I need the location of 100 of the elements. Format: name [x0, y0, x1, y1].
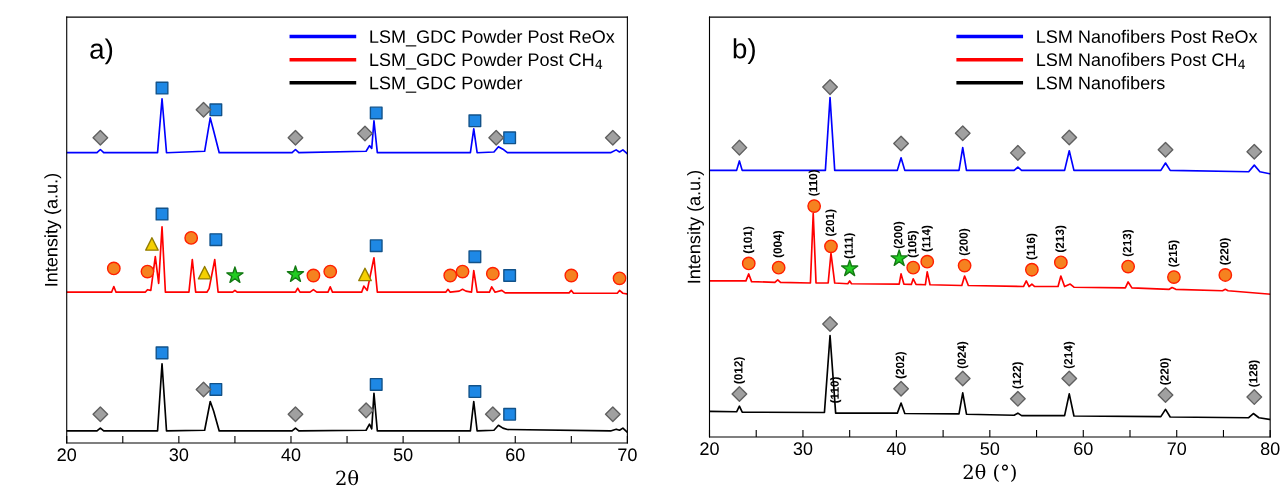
point: [612, 271, 627, 286]
point: [106, 261, 121, 276]
legend-label: LSM Nanofibers Post ReOx: [1037, 29, 1258, 44]
annotation: (122): [1012, 362, 1024, 389]
point: [893, 135, 910, 152]
point: [1009, 390, 1026, 407]
point: [209, 382, 223, 396]
point: [893, 380, 910, 397]
point: [822, 79, 839, 96]
point: [468, 250, 482, 264]
point: [1246, 143, 1263, 160]
x-tick-label: 60: [1074, 442, 1093, 456]
text: b): [733, 38, 755, 65]
annotation: (200): [959, 228, 971, 256]
annotation: (214): [1063, 341, 1075, 369]
annotation: (101): [743, 226, 755, 254]
x-tick-label: 20: [700, 442, 719, 456]
point: [184, 230, 199, 245]
annotation: (213): [1122, 229, 1134, 257]
point: [306, 268, 321, 283]
point: [1061, 370, 1078, 387]
x-tick-label: 40: [281, 448, 301, 462]
x-tick-label: 70: [618, 448, 637, 462]
x-tick-label: 50: [393, 448, 413, 462]
point: [287, 129, 304, 146]
point: [840, 259, 859, 277]
point: [1061, 129, 1078, 146]
point: [369, 239, 383, 253]
x-tick-label: 50: [980, 442, 1000, 456]
x-tick-label: 40: [886, 442, 906, 456]
annotation: (128): [1248, 360, 1260, 387]
point: [145, 237, 159, 251]
point: [1246, 389, 1263, 406]
annotation: (213): [1055, 225, 1067, 253]
point: [1218, 268, 1233, 282]
point: [209, 103, 223, 117]
point: [954, 370, 971, 387]
x-axis-title: 2θ (°): [963, 464, 1016, 483]
annotation: (220): [1219, 238, 1231, 265]
point: [731, 139, 748, 156]
y-axis-title: Intensity (a.u.): [44, 173, 62, 286]
point: [369, 377, 383, 391]
point: [564, 268, 579, 283]
point: [731, 385, 748, 402]
point: [92, 406, 109, 423]
point: [358, 402, 375, 419]
point: [503, 268, 517, 283]
point: [890, 249, 908, 267]
point: [920, 254, 935, 269]
point: [155, 346, 169, 360]
point: [209, 233, 223, 247]
point: [1157, 387, 1174, 403]
point: [468, 114, 482, 128]
point: [455, 264, 470, 279]
annotation: (116): [1026, 233, 1038, 260]
point: [195, 381, 212, 398]
point: [357, 125, 373, 142]
point: [771, 260, 786, 275]
annotation: (111): [844, 233, 856, 259]
annotation: (202): [895, 351, 907, 379]
point: [484, 406, 501, 423]
point: [140, 264, 155, 279]
point: [468, 385, 482, 399]
x-tick-label: 80: [1260, 442, 1280, 456]
legend-label: LSM_GDC Powder Post ReOx: [370, 29, 615, 47]
annotation: (200): [893, 221, 905, 249]
point: [195, 101, 212, 118]
point: [485, 266, 500, 281]
point: [954, 125, 971, 142]
annotation: (024): [957, 341, 969, 369]
annotation: (105): [907, 230, 919, 258]
legend-label: LSM Nanofibers: [1037, 76, 1165, 90]
point: [197, 265, 212, 280]
point: [155, 207, 169, 221]
legend-label: LSM_GDC Powder Post CH$_{4}$: [370, 52, 603, 70]
point: [443, 268, 458, 283]
point: [1009, 144, 1026, 161]
x-axis-title: 2θ: [336, 470, 359, 486]
point: [358, 267, 372, 282]
annotation: (012): [733, 357, 745, 384]
point: [1121, 259, 1136, 274]
annotation: (110): [808, 170, 820, 196]
point: [226, 266, 244, 284]
x-tick-label: 30: [169, 448, 189, 462]
point: [824, 239, 838, 254]
point: [604, 406, 621, 423]
point: [369, 106, 383, 120]
point: [1024, 262, 1039, 277]
annotation: (215): [1168, 240, 1180, 267]
point: [906, 260, 921, 275]
point: [807, 199, 822, 213]
x-tick-label: 20: [57, 448, 77, 462]
annotation: (201): [825, 209, 837, 236]
legend-label: LSM Nanofibers Post CH$_{4}$: [1037, 52, 1245, 69]
point: [1167, 270, 1181, 284]
point: [155, 81, 169, 95]
point: [957, 258, 972, 273]
point: [92, 129, 109, 146]
point: [287, 406, 304, 423]
annotation: (114): [921, 225, 933, 252]
